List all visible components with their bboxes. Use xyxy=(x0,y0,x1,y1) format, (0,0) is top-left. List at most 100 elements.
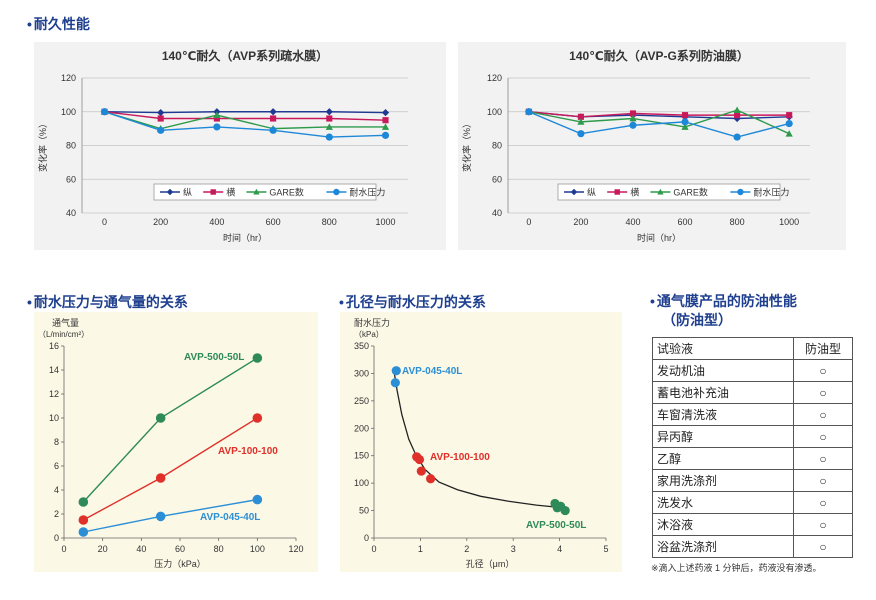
x-tick-label: 0 xyxy=(526,217,531,227)
data-point xyxy=(629,121,637,129)
chart-avp-durability: 140℃耐久（AVP系列疏水膜） 40 60 80 100 120 0 200 400 600 80… xyxy=(37,48,408,243)
x-tick-label: 5 xyxy=(603,544,608,554)
y-axis-label: 通气量 xyxy=(52,317,79,328)
data-point xyxy=(391,366,401,376)
table-row: 乙醇 ○ xyxy=(652,447,853,470)
table-row: 发动机油 ○ xyxy=(652,359,853,382)
x-tick-label: 20 xyxy=(98,544,108,554)
result-cell: ○ xyxy=(793,535,853,558)
y-tick-label: 150 xyxy=(354,451,369,461)
data-point xyxy=(681,112,689,119)
x-tick-label: 800 xyxy=(730,217,745,227)
column-header-liquid: 试验液 xyxy=(652,337,794,360)
data-point xyxy=(157,126,165,134)
series-label: AVP-100-100 xyxy=(430,452,490,463)
table-row: 家用洗涤剂 ○ xyxy=(652,469,853,492)
legend-marker xyxy=(253,188,260,195)
bullet-icon: • xyxy=(650,293,655,309)
chart-title: 140℃耐久（AVP系列疏水膜） xyxy=(162,48,328,63)
y-tick-label: 60 xyxy=(492,174,502,184)
series-label: AVP-045-40L xyxy=(200,512,260,523)
x-tick-label: 400 xyxy=(625,217,640,227)
y-tick-label: 250 xyxy=(354,396,369,406)
y-tick-label: 120 xyxy=(61,73,76,83)
section-title-oil: • 通气膜产品的防油性能 （防油型） xyxy=(650,293,797,328)
series-label: AVP-045-40L xyxy=(402,366,462,377)
series-line xyxy=(104,111,386,121)
y-tick-label: 200 xyxy=(354,423,369,433)
data-point xyxy=(733,133,741,141)
y-tick-label: 0 xyxy=(364,533,369,543)
x-tick-label: 1000 xyxy=(779,217,799,227)
x-tick-label: 600 xyxy=(266,217,281,227)
y-tick-label: 40 xyxy=(66,208,76,218)
chart-avp-g-durability: 140℃耐久（AVP-G系列防油膜） 40 60 80 100 120 0 200 400 600… xyxy=(461,48,810,243)
data-point xyxy=(426,474,436,484)
result-cell: ○ xyxy=(793,359,853,382)
liquid-cell: 异丙醇 xyxy=(652,425,794,448)
x-tick-label: 2 xyxy=(464,544,469,554)
data-point xyxy=(577,118,585,125)
data-point xyxy=(157,115,164,122)
chart-title: 140℃耐久（AVP-G系列防油膜） xyxy=(569,48,749,63)
legend-label: 纵 xyxy=(183,188,192,198)
data-point xyxy=(157,108,165,117)
series-line xyxy=(104,111,386,130)
series-line xyxy=(82,357,258,503)
x-tick-label: 0 xyxy=(61,544,66,554)
data-point xyxy=(785,119,793,128)
bullet-icon: • xyxy=(27,294,32,310)
legend-label: GARE数 xyxy=(269,187,304,198)
result-cell: ○ xyxy=(793,425,853,448)
data-point xyxy=(629,114,637,122)
table-row: 沐浴液 ○ xyxy=(652,513,853,536)
chart-panel-avp-g: 140℃耐久（AVP-G系列防油膜） 40 60 80 100 120 0 200 400 600… xyxy=(458,42,846,250)
chart-panel-pore-pressure: 0 50 100 150 200 250 300 350 0 1 2 3 4 5 孔径（μm） 耐水压力 （kP… xyxy=(340,312,622,572)
liquid-cell: 洗发水 xyxy=(652,491,794,514)
y-tick-label: 12 xyxy=(49,389,59,399)
table-row: 车窗清洗液 ○ xyxy=(652,403,853,426)
result-cell: ○ xyxy=(793,513,853,536)
table-row: 蓄电池补充油 ○ xyxy=(652,381,853,404)
result-cell: ○ xyxy=(793,469,853,492)
bullet-icon: • xyxy=(339,294,344,310)
trend-curve xyxy=(392,367,569,510)
x-tick-label: 80 xyxy=(214,544,224,554)
data-point xyxy=(785,130,793,137)
x-tick-label: 400 xyxy=(209,217,224,227)
legend-marker xyxy=(210,189,216,195)
data-point xyxy=(325,108,333,116)
y-tick-label: 300 xyxy=(354,368,369,378)
x-tick-label: 100 xyxy=(250,544,265,554)
legend-label: 横 xyxy=(226,187,235,198)
data-point xyxy=(78,497,89,507)
y-tick-label: 50 xyxy=(359,506,369,516)
x-axis-label: 压力（kPa） xyxy=(154,558,206,569)
series-label: AVP-500-50L xyxy=(526,520,586,531)
x-axis-label: 时间（hr） xyxy=(637,232,681,243)
series-label: AVP-500-50L xyxy=(184,352,244,363)
data-point xyxy=(325,123,333,130)
data-point xyxy=(390,378,400,388)
result-cell: ○ xyxy=(793,491,853,514)
series-line xyxy=(104,111,386,114)
data-point xyxy=(734,112,741,119)
data-point xyxy=(577,113,584,120)
table-row: 浴盆洗涤剂 ○ xyxy=(652,535,853,558)
y-axis-unit: （L/min/cm²） xyxy=(38,330,89,339)
data-point xyxy=(577,130,585,138)
legend-marker xyxy=(657,188,664,195)
data-point xyxy=(270,115,277,122)
x-tick-label: 0 xyxy=(102,217,107,227)
result-cell: ○ xyxy=(793,403,853,426)
y-tick-label: 100 xyxy=(61,107,76,117)
data-point xyxy=(786,112,793,119)
y-tick-label: 4 xyxy=(54,485,59,495)
oil-resistance-table: 试验液 防油型 发动机油 ○ 蓄电池补充油 ○ 车窗清洗液 ○ 异丙醇 ○ 乙醇 ○ 家用… xyxy=(652,337,853,558)
y-axis-unit: （kPa） xyxy=(354,330,384,339)
x-tick-label: 200 xyxy=(153,217,168,227)
data-point xyxy=(269,108,277,116)
chart-panel-pressure-air: 0 2 4 6 8 10 12 14 16 0 20 40 60 80 100 120 压力（kPa） 通气量 （L… xyxy=(34,312,318,572)
y-tick-label: 120 xyxy=(487,73,502,83)
series-label: AVP-100-100 xyxy=(218,446,278,457)
